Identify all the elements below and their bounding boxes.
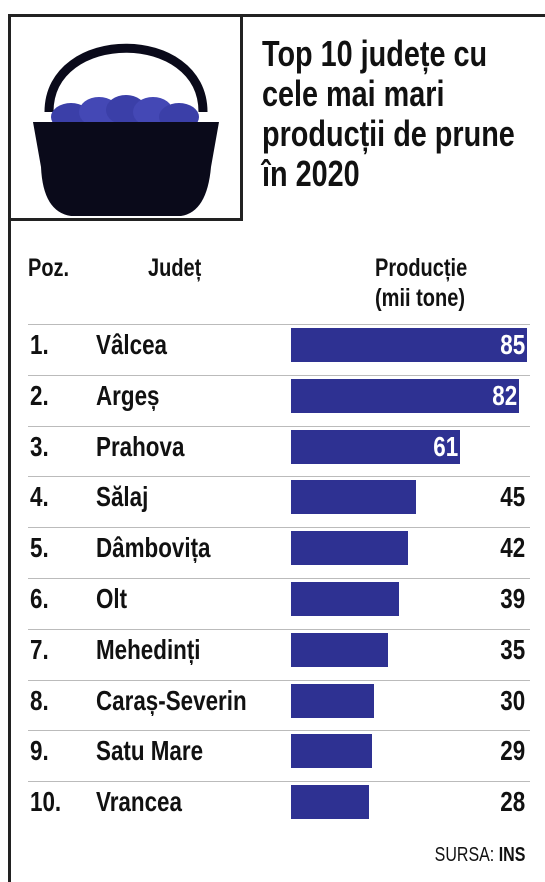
left-border: [8, 14, 11, 882]
bar: [291, 378, 519, 413]
county-name: Olt: [96, 583, 128, 614]
row-separator: [28, 476, 530, 478]
value-label: 39: [500, 583, 525, 614]
county-name: Satu Mare: [96, 735, 204, 767]
source-label: SURSA:: [434, 844, 494, 866]
position: 9.: [30, 735, 49, 767]
position: 6.: [30, 583, 49, 614]
bar: [291, 531, 408, 566]
county-name: Prahova: [96, 430, 185, 462]
value-label: 28: [500, 786, 525, 818]
bar: [291, 734, 372, 769]
county-name: Argeș: [96, 379, 160, 411]
position: 7.: [30, 633, 49, 665]
row-separator: [28, 324, 530, 325]
value-label: 30: [500, 684, 525, 716]
value-label: 82: [491, 379, 517, 411]
source-name: INS: [498, 844, 525, 866]
header-position: Poz.: [28, 254, 70, 282]
county-name: Vâlcea: [96, 329, 167, 360]
position: 8.: [30, 684, 49, 716]
position: 10.: [30, 786, 62, 818]
county-name: Dâmbovița: [96, 532, 211, 564]
county-name: Mehedinți: [96, 633, 201, 665]
value-label: 35: [500, 633, 525, 665]
county-name: Caraș-Severin: [96, 684, 247, 716]
row-separator: [28, 628, 530, 630]
position: 2.: [30, 379, 49, 411]
position: 1.: [30, 329, 49, 360]
row-separator: [28, 781, 530, 783]
basket-icon: [33, 43, 219, 216]
bar: [291, 785, 369, 820]
county-name: Vrancea: [96, 786, 182, 818]
row-separator: [28, 527, 530, 529]
position: 5.: [30, 532, 49, 564]
value-label: 29: [500, 735, 525, 767]
bar: [291, 632, 389, 667]
bar: [291, 582, 400, 616]
bar: [291, 683, 375, 718]
row-separator: [28, 374, 530, 376]
top-border: [8, 14, 545, 17]
header-county: Județ: [148, 254, 202, 282]
value-label: 61: [433, 430, 459, 462]
header-value: Producție: [375, 254, 468, 282]
position: 4.: [30, 481, 49, 513]
chart-title: Top 10 județe cu cele mai mari producții…: [262, 33, 515, 194]
value-label: 85: [500, 329, 525, 360]
position: 3.: [30, 430, 49, 462]
row-separator: [28, 425, 530, 427]
value-label: 45: [500, 481, 525, 513]
source: SURSA: INS: [434, 844, 525, 867]
row-separator: [28, 730, 530, 732]
row-separator: [28, 578, 530, 579]
value-label: 42: [500, 532, 525, 564]
image-frame: [8, 14, 243, 221]
row-separator: [28, 679, 530, 681]
header-unit: (mii tone): [375, 284, 465, 312]
bar: [291, 328, 527, 362]
bar: [291, 429, 461, 464]
county-name: Sălaj: [96, 481, 149, 513]
bar: [291, 480, 416, 515]
